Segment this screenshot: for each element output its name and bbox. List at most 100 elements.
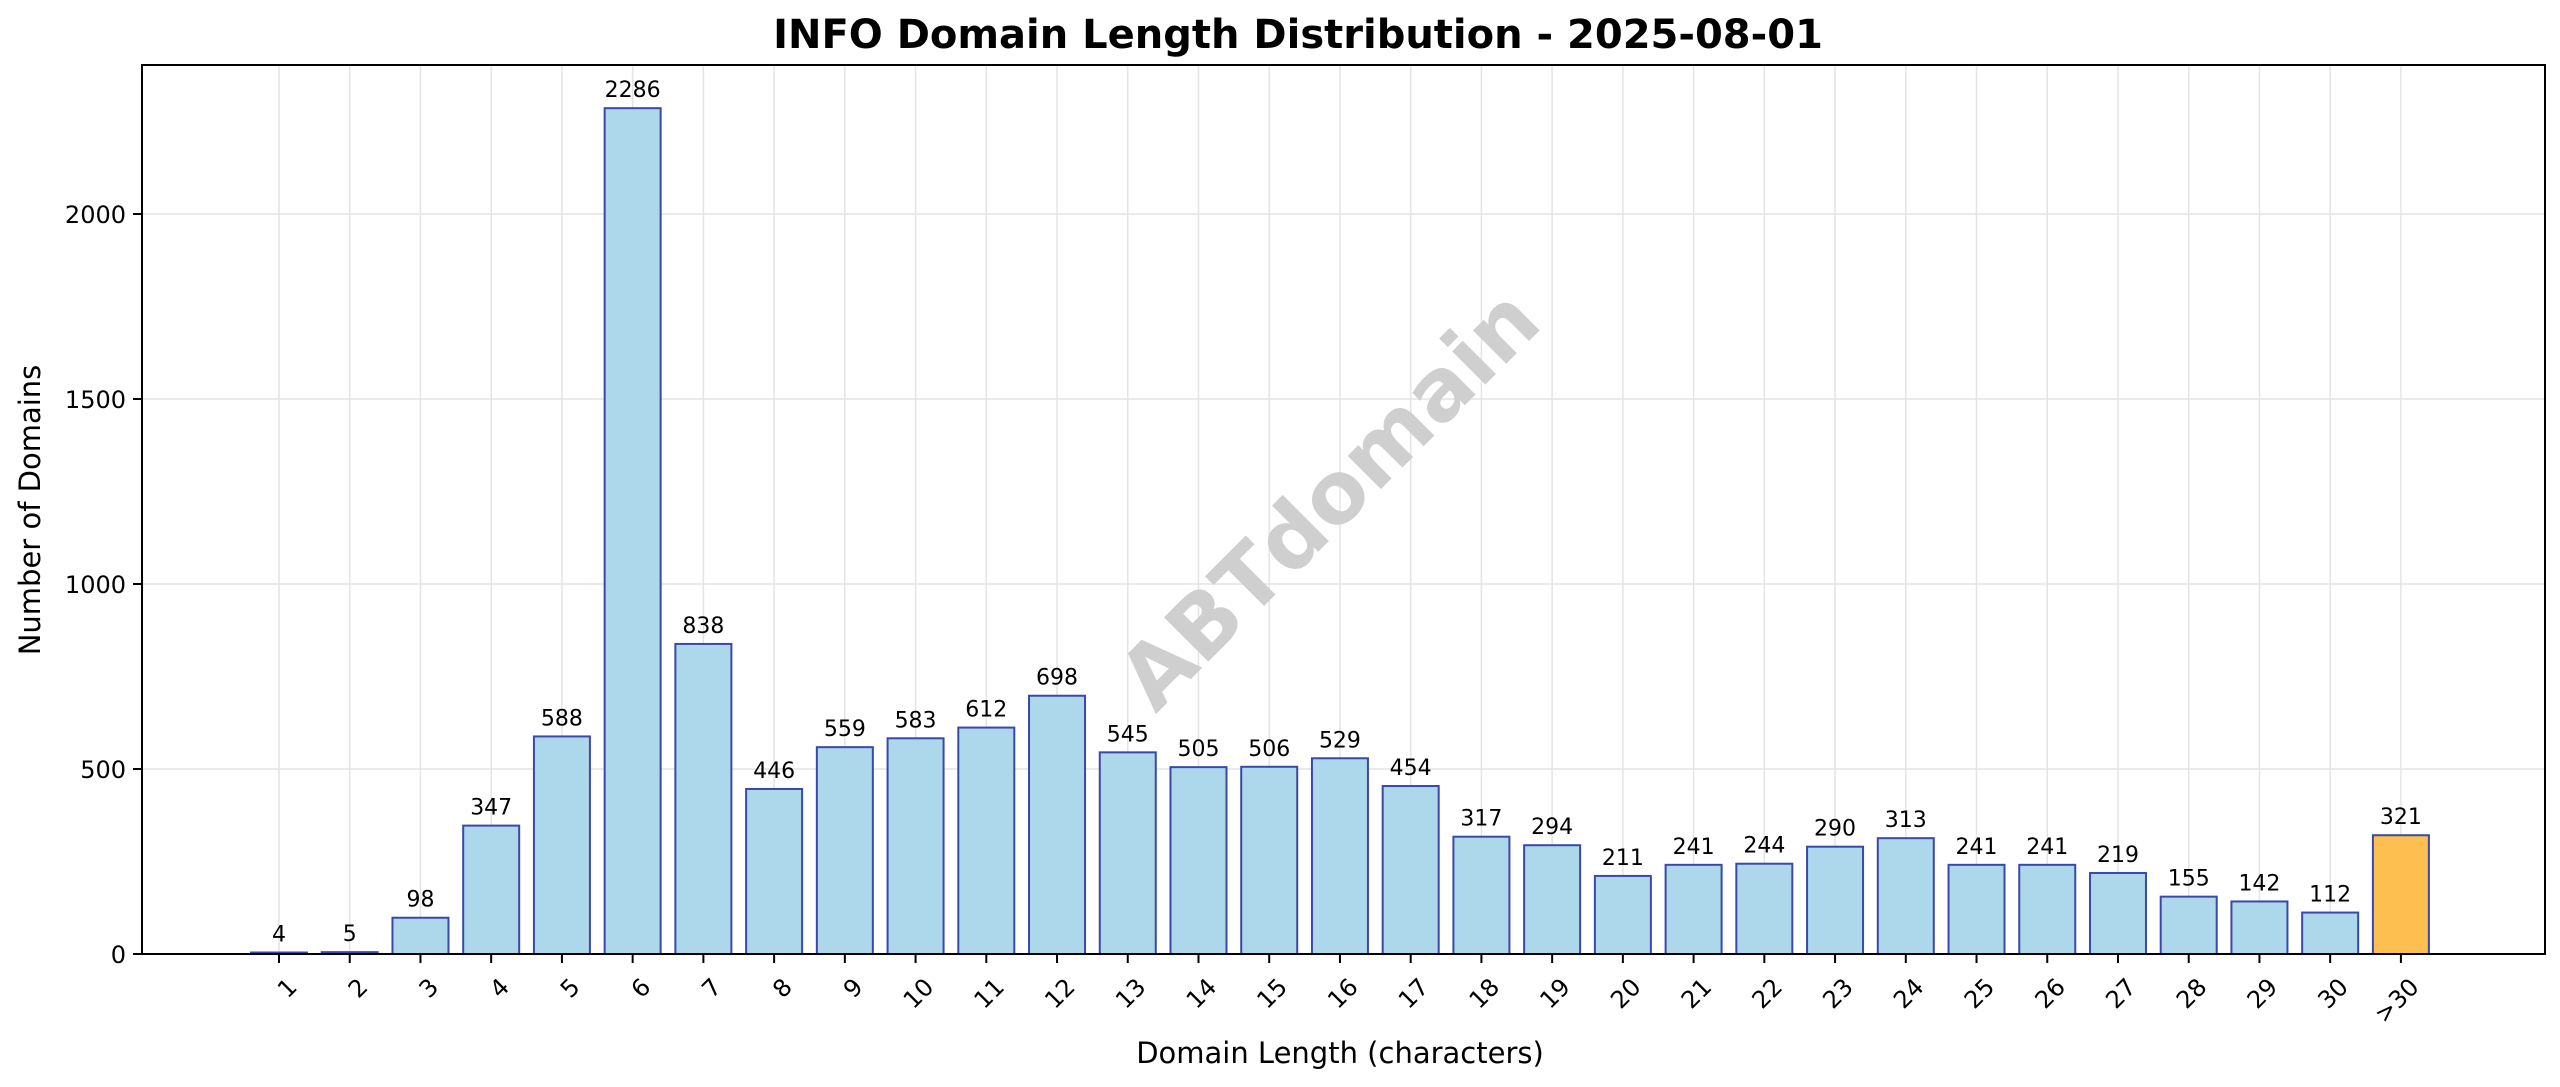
bar-15 bbox=[1240, 765, 1299, 956]
x-tick-label: >30 bbox=[2369, 973, 2425, 1029]
x-tick-label: 2 bbox=[343, 973, 374, 1004]
x-axis-label: Domain Length (characters) bbox=[1136, 1036, 1544, 1070]
bar-16 bbox=[1310, 757, 1369, 956]
bar-14 bbox=[1169, 766, 1228, 956]
x-tick-label: 15 bbox=[1252, 973, 1293, 1014]
bar-25 bbox=[1947, 863, 2006, 956]
x-axis-ticks: 1 2 3 4 5 6 7 8 9 10 11 12 13 14 15 16 17 18 19 20 21 22 23 24 2… bbox=[272, 954, 2425, 1029]
bar-23 bbox=[1806, 845, 1865, 956]
data-label: 446 bbox=[753, 759, 795, 784]
bar-7 bbox=[674, 642, 733, 955]
x-tick-label: 13 bbox=[1110, 973, 1151, 1014]
x-tick-label: 26 bbox=[2030, 973, 2071, 1014]
bar-9 bbox=[815, 746, 874, 955]
data-label: 219 bbox=[2097, 843, 2139, 868]
x-tick-label: 8 bbox=[767, 973, 798, 1004]
y-tick-label: 2000 bbox=[65, 201, 126, 229]
bar-24 bbox=[1876, 837, 1935, 955]
y-tick-label: 1500 bbox=[65, 386, 126, 414]
data-label: 559 bbox=[824, 717, 866, 742]
bar-30 bbox=[2301, 911, 2360, 955]
x-tick-label: 14 bbox=[1181, 973, 1222, 1014]
x-tick-label: 7 bbox=[696, 973, 727, 1004]
data-label: 241 bbox=[1673, 835, 1715, 860]
x-tick-label: 16 bbox=[1322, 973, 1363, 1014]
bar-11 bbox=[957, 726, 1016, 955]
y-tick-label: 1000 bbox=[65, 571, 126, 599]
x-tick-label: 1 bbox=[272, 973, 303, 1004]
y-axis-ticks: 0 500 1000 1500 2000 bbox=[65, 201, 142, 969]
x-tick-label: 22 bbox=[1747, 973, 1788, 1014]
bar-21 bbox=[1664, 863, 1723, 956]
bar->30 bbox=[2371, 834, 2430, 955]
x-tick-label: 19 bbox=[1534, 973, 1575, 1014]
x-tick-label: 10 bbox=[898, 973, 939, 1014]
bar-12 bbox=[1028, 694, 1087, 955]
bar-26 bbox=[2018, 863, 2077, 956]
x-tick-label: 20 bbox=[1605, 973, 1646, 1014]
x-tick-label: 6 bbox=[626, 973, 657, 1004]
bar-17 bbox=[1381, 785, 1440, 956]
data-label: 317 bbox=[1460, 807, 1502, 832]
x-tick-label: 23 bbox=[1817, 973, 1858, 1014]
data-label: 4 bbox=[272, 923, 286, 948]
bar-19 bbox=[1523, 844, 1582, 955]
x-tick-label: 3 bbox=[414, 973, 445, 1004]
bar-22 bbox=[1735, 862, 1794, 955]
x-tick-label: 4 bbox=[484, 973, 515, 1004]
bar-28 bbox=[2159, 895, 2218, 956]
data-label: 583 bbox=[895, 708, 937, 733]
data-label: 698 bbox=[1036, 666, 1078, 691]
bar-27 bbox=[2088, 871, 2147, 955]
data-label: 612 bbox=[965, 698, 1007, 723]
y-axis-label: Number of Domains bbox=[13, 365, 47, 656]
y-tick-label: 0 bbox=[111, 941, 126, 969]
x-tick-label: 24 bbox=[1888, 973, 1929, 1014]
bar-6 bbox=[603, 107, 662, 956]
data-label: 529 bbox=[1319, 728, 1361, 753]
x-tick-label: 18 bbox=[1464, 973, 1505, 1014]
bar-18 bbox=[1452, 835, 1511, 956]
data-label: 142 bbox=[2238, 871, 2280, 896]
data-label: 294 bbox=[1531, 815, 1573, 840]
x-tick-label: 9 bbox=[838, 973, 869, 1004]
chart-title: INFO Domain Length Distribution - 2025-0… bbox=[773, 12, 1823, 58]
bar-20 bbox=[1593, 874, 1652, 955]
x-tick-label: 30 bbox=[2312, 973, 2353, 1014]
bars bbox=[250, 107, 2430, 956]
bar-13 bbox=[1098, 751, 1157, 955]
data-label: 155 bbox=[2168, 867, 2210, 892]
data-label: 112 bbox=[2309, 883, 2351, 908]
data-label: 454 bbox=[1390, 756, 1432, 781]
bar-10 bbox=[886, 737, 945, 955]
data-label: 545 bbox=[1107, 722, 1149, 747]
bar-8 bbox=[745, 787, 804, 955]
data-label: 838 bbox=[682, 614, 724, 639]
bar-5 bbox=[532, 735, 591, 955]
bar-4 bbox=[462, 824, 521, 955]
y-tick-label: 500 bbox=[80, 756, 126, 784]
data-label: 5 bbox=[343, 922, 357, 947]
x-tick-label: 29 bbox=[2242, 973, 2283, 1014]
x-tick-label: 27 bbox=[2100, 973, 2141, 1014]
x-tick-label: 28 bbox=[2171, 973, 2212, 1014]
data-label: 244 bbox=[1743, 834, 1785, 859]
x-tick-label: 21 bbox=[1676, 973, 1717, 1014]
data-label: 347 bbox=[470, 796, 512, 821]
watermark: ABTdomain bbox=[1100, 270, 1559, 729]
bar-3 bbox=[391, 916, 450, 955]
data-label: 211 bbox=[1602, 846, 1644, 871]
data-label: 505 bbox=[1177, 737, 1219, 762]
data-label: 321 bbox=[2380, 805, 2422, 830]
data-label: 313 bbox=[1885, 808, 1927, 833]
data-label: 241 bbox=[2026, 835, 2068, 860]
data-label: 588 bbox=[541, 706, 583, 731]
data-label: 506 bbox=[1248, 737, 1290, 762]
data-label: 98 bbox=[406, 888, 434, 913]
x-tick-label: 25 bbox=[1959, 973, 2000, 1014]
data-label: 290 bbox=[1814, 817, 1856, 842]
x-tick-label: 17 bbox=[1393, 973, 1434, 1014]
x-tick-label: 5 bbox=[555, 973, 586, 1004]
data-label: 241 bbox=[1956, 835, 1998, 860]
